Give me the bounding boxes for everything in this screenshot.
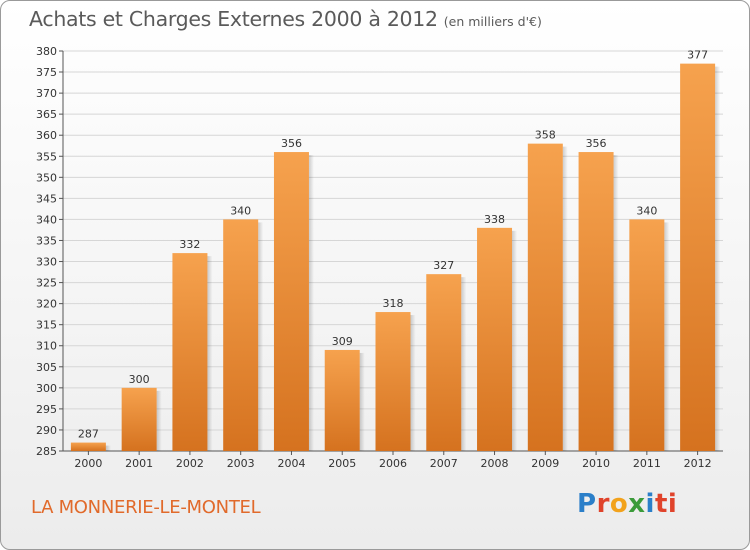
value-label-2004: 356 (281, 137, 302, 150)
x-tick-label-2003: 2003 (227, 457, 255, 470)
value-label-2002: 332 (179, 238, 200, 251)
value-label-2011: 340 (636, 204, 657, 217)
bar-shadow-2004 (308, 155, 314, 452)
bar-shadow-2009 (562, 146, 568, 451)
bar-shadow-2002 (207, 256, 213, 451)
value-label-2012: 377 (687, 49, 708, 62)
bar-2011 (629, 219, 665, 451)
y-tick-label: 345 (36, 192, 57, 205)
y-tick-label: 310 (36, 340, 57, 353)
y-tick-label: 285 (36, 445, 57, 458)
bar-shadow-2011 (664, 222, 670, 451)
value-label-2003: 340 (230, 204, 251, 217)
bar-2003 (223, 219, 259, 451)
bar-2009 (527, 143, 563, 451)
bar-shadow-2012 (715, 66, 721, 451)
y-tick-label: 360 (36, 129, 57, 142)
bar-shadow-2007 (461, 277, 467, 451)
bar-2007 (426, 274, 462, 451)
bar-shadow-2006 (410, 315, 416, 451)
logo-letter-x: x (628, 489, 646, 519)
chart-title-text: Achats et Charges Externes 2000 à 2012 (29, 7, 438, 31)
y-tick-label: 300 (36, 382, 57, 395)
bar-shadow-2003 (258, 222, 264, 451)
bar-shadow-2000 (105, 445, 111, 451)
x-tick-label-2004: 2004 (277, 457, 305, 470)
y-tick-label: 315 (36, 319, 57, 332)
x-tick-label-2012: 2012 (684, 457, 712, 470)
logo-letter-p: P (577, 489, 597, 519)
x-tick-label-2010: 2010 (582, 457, 610, 470)
y-tick-label: 320 (36, 298, 57, 311)
x-tick-label-2000: 2000 (74, 457, 102, 470)
logo-letter-i: i (645, 489, 655, 519)
value-label-2000: 287 (78, 428, 99, 441)
x-tick-label-2002: 2002 (176, 457, 204, 470)
bar-2010 (578, 152, 614, 452)
value-label-2009: 358 (535, 129, 556, 142)
bar-shadow-2008 (512, 230, 518, 451)
y-tick-label: 355 (36, 150, 57, 163)
axes: 285 290 295 300 305 310 315 320 325 330 335 340 345 3… (36, 45, 723, 470)
chart-title: Achats et Charges Externes 2000 à 2012 (e… (29, 7, 542, 31)
y-tick-label: 380 (36, 45, 57, 58)
bar-shadow-2001 (156, 390, 162, 451)
x-tick-label-2006: 2006 (379, 457, 407, 470)
bar-2001 (121, 387, 157, 451)
proxiti-logo[interactable]: Proxiti (577, 489, 677, 519)
bar-shadow-2005 (359, 352, 365, 451)
y-tick-label: 295 (36, 403, 57, 416)
x-tick-label-2007: 2007 (430, 457, 458, 470)
y-tick-label: 335 (36, 234, 57, 247)
labels: 287 300 332 340 356 309 318 327 338 358 356 340 377 (78, 49, 708, 441)
y-tick-label: 350 (36, 171, 57, 184)
bar-2004 (273, 152, 309, 452)
x-tick-label-2011: 2011 (633, 457, 661, 470)
x-tick-label-2008: 2008 (481, 457, 509, 470)
value-label-2010: 356 (586, 137, 607, 150)
bars (70, 63, 721, 452)
x-tick-label-2009: 2009 (531, 457, 559, 470)
value-label-2006: 318 (383, 297, 404, 310)
y-tick-label: 290 (36, 424, 57, 437)
bar-shadow-2010 (613, 155, 619, 452)
x-tick-label-2001: 2001 (125, 457, 153, 470)
logo-letter-o: o (609, 489, 629, 519)
value-label-2005: 309 (332, 335, 353, 348)
y-tick-label: 340 (36, 213, 57, 226)
logo-letter-ti: ti (654, 489, 678, 519)
value-label-2008: 338 (484, 213, 505, 226)
bar-2000 (70, 442, 106, 451)
y-tick-label: 370 (36, 87, 57, 100)
bar-2002 (172, 253, 208, 451)
chart-subtitle: (en milliers d'€) (443, 14, 542, 29)
city-name: LA MONNERIE-LE-MONTEL (31, 497, 261, 518)
y-tick-label: 330 (36, 256, 57, 269)
bar-2012 (680, 63, 716, 451)
value-label-2001: 300 (129, 373, 150, 386)
y-tick-label: 365 (36, 108, 57, 121)
bar-2008 (477, 227, 513, 451)
bar-2005 (324, 349, 360, 451)
logo-letter-r: r (596, 489, 610, 519)
y-tick-label: 325 (36, 277, 57, 290)
x-tick-label-2005: 2005 (328, 457, 356, 470)
bar-2006 (375, 312, 411, 451)
y-tick-label: 305 (36, 361, 57, 374)
value-label-2007: 327 (433, 259, 454, 272)
y-tick-label: 375 (36, 66, 57, 79)
